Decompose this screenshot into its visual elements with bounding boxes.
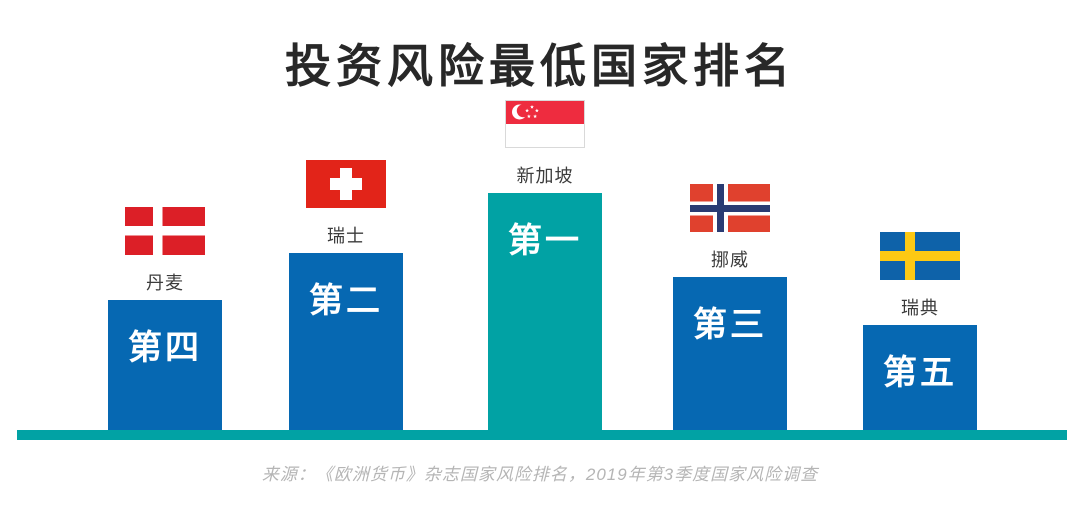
rank-bar: 第四 [108,300,222,430]
rank-label: 第二 [309,282,383,320]
denmark-flag-icon [125,207,205,255]
country-label: 瑞士 [327,226,365,246]
norway-flag-icon [690,184,770,232]
rank-bar: 第五 [863,325,977,430]
switzerland-flag-icon [306,160,386,208]
singapore-flag-icon [505,100,585,148]
country-label: 丹麦 [146,273,184,293]
rank-label: 第三 [693,306,767,344]
rank-bar: 第一 [488,193,602,430]
rank-label: 第五 [883,354,957,392]
rank-label: 第四 [128,329,202,367]
country-label: 挪威 [711,250,749,270]
baseline-bar [17,430,1067,440]
rank-bar: 第二 [289,253,403,430]
rank-bar: 第三 [673,277,787,430]
country-label: 瑞典 [901,298,939,318]
sweden-flag-icon [880,232,960,280]
chart-title: 投资风险最低国家排名 [285,40,795,92]
source-note: 来源：《欧洲货币》杂志国家风险排名，2019年第3季度国家风险调查 [261,465,819,484]
rank-label: 第一 [508,222,582,260]
country-label: 新加坡 [516,166,574,186]
